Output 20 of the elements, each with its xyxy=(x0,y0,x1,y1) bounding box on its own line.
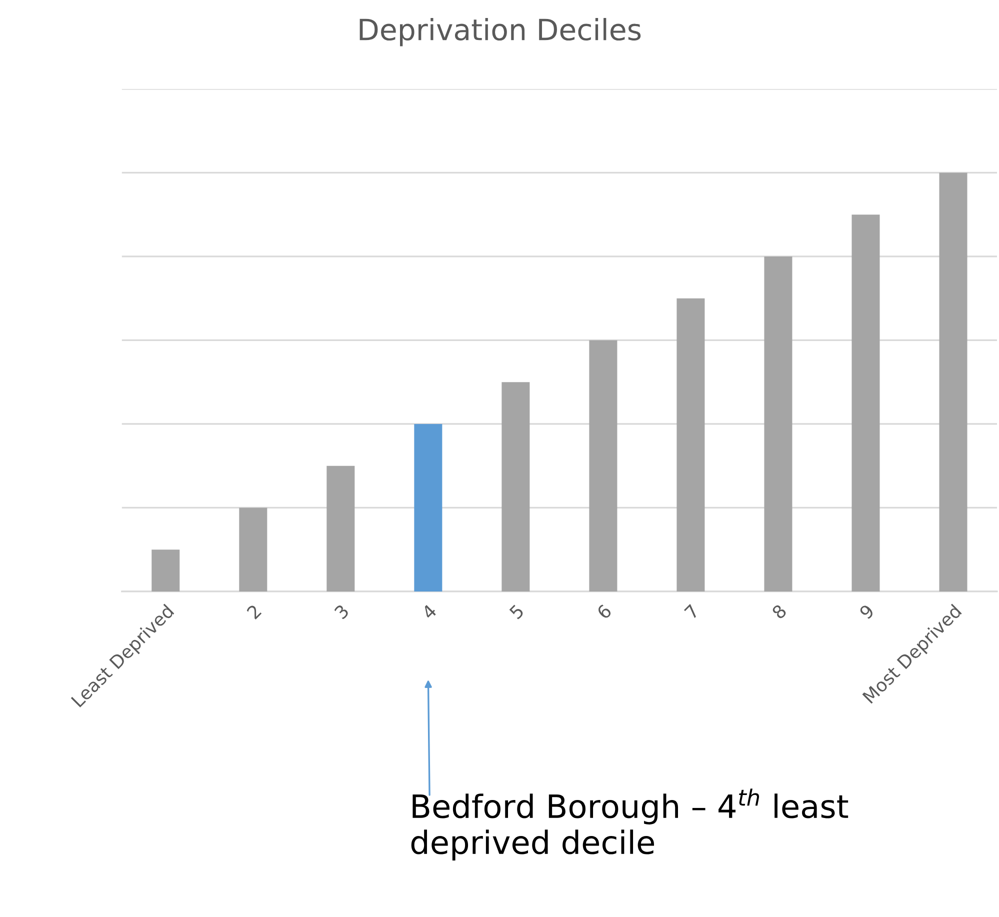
x-tick-label: 6 xyxy=(596,604,612,620)
bar xyxy=(764,256,792,592)
x-tick-label: 5 xyxy=(508,604,524,620)
bar xyxy=(414,424,442,592)
bar xyxy=(152,550,180,592)
x-tick-label: 3 xyxy=(334,604,350,620)
x-tick-label: 9 xyxy=(858,604,875,620)
bar xyxy=(589,340,618,592)
bar xyxy=(676,298,705,592)
x-tick-label: 7 xyxy=(684,604,700,620)
bar xyxy=(502,382,530,592)
bar xyxy=(852,214,880,592)
bar xyxy=(326,466,355,592)
bar xyxy=(939,172,968,592)
bar xyxy=(239,508,268,592)
chart-title: Deprivation Deciles xyxy=(360,18,641,46)
x-tick-label: 4 xyxy=(421,604,438,620)
text: Bedford Borough – 4$^{th}$ least deprived decile xyxy=(411,788,848,860)
x-tick-label: 8 xyxy=(771,604,788,620)
x-tick-label: 2 xyxy=(246,604,262,620)
